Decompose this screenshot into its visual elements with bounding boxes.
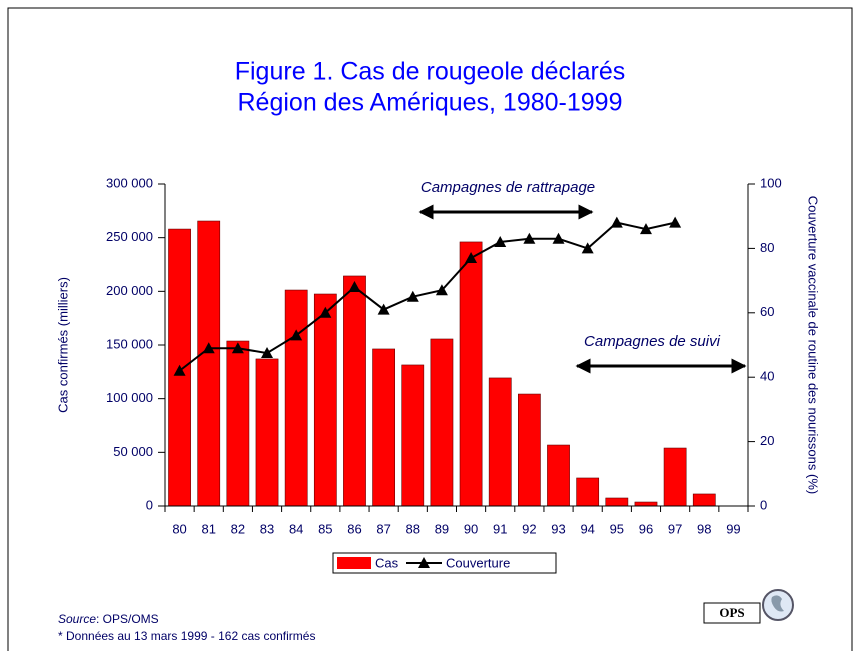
x-tick-label: 97 <box>668 521 682 536</box>
frame <box>7 7 853 651</box>
annotation: Campagnes de rattrapage <box>421 179 595 196</box>
marker <box>319 306 332 318</box>
legend-label: Cas <box>375 555 399 570</box>
bar <box>663 447 687 507</box>
legend-swatch <box>337 557 371 569</box>
y-tick-label: 50 000 <box>113 444 153 459</box>
x-tick-label: 99 <box>726 521 740 536</box>
legend-label: Couverture <box>446 555 510 570</box>
bar <box>255 358 279 507</box>
x-tick-label: 98 <box>697 521 711 536</box>
y-axis-label: Cas confirmés (milliers) <box>55 277 70 413</box>
bar <box>488 377 512 507</box>
bar <box>605 497 629 507</box>
x-tick-label: 90 <box>464 521 478 536</box>
y2-tick-label: 60 <box>760 304 774 319</box>
y-tick-label: 0 <box>146 497 153 512</box>
x-tick-label: 95 <box>610 521 624 536</box>
bar <box>576 477 600 507</box>
x-tick-label: 87 <box>376 521 390 536</box>
legend-swatch <box>418 557 430 568</box>
x-tick-label: 88 <box>406 521 420 536</box>
marker <box>173 364 186 376</box>
bar <box>284 289 308 507</box>
y2-tick-label: 80 <box>760 240 774 255</box>
marker <box>231 342 244 354</box>
x-tick-label: 80 <box>172 521 186 536</box>
bar <box>313 293 337 507</box>
marker <box>552 232 565 244</box>
bar <box>430 338 454 507</box>
marker <box>581 242 594 254</box>
y-tick-label: 150 000 <box>106 336 153 351</box>
line <box>178 221 676 372</box>
y-tick-label: 300 000 <box>106 175 153 190</box>
bar <box>517 393 541 507</box>
y2-axis-label: Couverture vaccinale de routine des nour… <box>806 196 821 494</box>
marker <box>639 223 652 235</box>
bar <box>692 493 716 507</box>
bar <box>401 364 425 507</box>
x-tick-label: 85 <box>318 521 332 536</box>
x-tick-label: 83 <box>260 521 274 536</box>
source-label: Source <box>58 612 96 626</box>
footnote: * Données au 13 mars 1999 - 162 cas conf… <box>58 629 315 643</box>
marker <box>523 232 536 244</box>
marker <box>669 216 682 228</box>
y2-tick-label: 40 <box>760 369 774 384</box>
marker <box>610 216 623 228</box>
marker <box>348 281 361 293</box>
marker <box>465 252 478 264</box>
chart-title: Région des Amériques, 1980-1999 <box>238 89 623 117</box>
bar <box>197 220 221 507</box>
y-tick-label: 100 000 <box>106 390 153 405</box>
marker <box>406 290 419 302</box>
bar <box>226 340 250 507</box>
marker <box>290 329 303 341</box>
bar <box>634 501 658 507</box>
bar <box>372 348 396 507</box>
bar <box>547 444 570 507</box>
x-tick-label: 84 <box>289 521 303 536</box>
x-tick-label: 96 <box>639 521 653 536</box>
x-tick-label: 92 <box>522 521 536 536</box>
logo-text: OPS <box>719 605 744 620</box>
y2-tick-label: 0 <box>760 497 767 512</box>
bar <box>459 241 483 507</box>
y-tick-label: 200 000 <box>106 283 153 298</box>
y-tick-label: 250 000 <box>106 229 153 244</box>
marker <box>494 235 507 247</box>
source-text: : OPS/OMS <box>96 612 159 626</box>
x-tick-label: 91 <box>493 521 507 536</box>
marker <box>261 347 274 359</box>
y2-tick-label: 20 <box>760 433 774 448</box>
chart-title: Figure 1. Cas de rougeole déclarés <box>235 58 626 86</box>
annotation: Campagnes de suivi <box>584 333 721 350</box>
logo-globe <box>771 595 784 612</box>
x-tick-label: 94 <box>580 521 594 536</box>
x-tick-label: 86 <box>347 521 361 536</box>
x-tick-label: 81 <box>201 521 215 536</box>
x-tick-label: 82 <box>231 521 245 536</box>
logo-box <box>703 602 761 624</box>
marker <box>435 284 448 296</box>
marker <box>202 342 215 354</box>
legend <box>332 552 557 574</box>
bar <box>343 275 366 507</box>
marker <box>377 303 390 315</box>
x-tick-label: 89 <box>435 521 449 536</box>
x-tick-label: 93 <box>551 521 565 536</box>
y2-tick-label: 100 <box>760 175 782 190</box>
